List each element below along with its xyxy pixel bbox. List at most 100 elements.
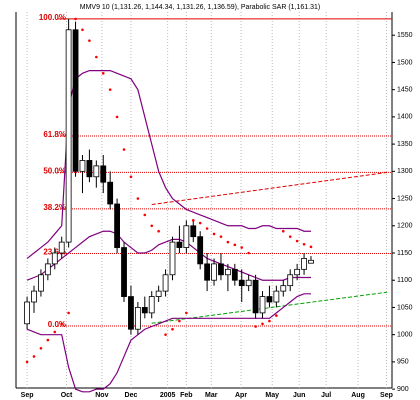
sar-dot [233,243,237,247]
sar-dot [60,322,64,326]
sar-dot [205,227,209,230]
y-tick-label: 900 [397,386,409,393]
sar-dot [88,39,91,42]
y-tick-label: 1200 [397,223,413,230]
x-tick-label: May [265,392,279,399]
candle-body [93,165,100,178]
x-tick-label: 2005 [160,392,176,399]
candle-body [224,268,231,276]
sar-dot [32,355,36,358]
candle-body [65,29,72,243]
candle-body [301,258,307,270]
sar-dot [67,311,70,315]
sar-dot [191,219,195,222]
candle-body [148,296,155,314]
y-tick-label: 1250 [397,195,413,202]
candle-body [211,263,217,281]
candle-body [155,290,162,297]
sar-dot [247,251,250,255]
y-tick-label: 1350 [397,141,413,148]
candle-body [114,203,120,248]
y-tick-label: 1100 [397,277,412,284]
candle-body [176,241,183,248]
sar-dot [25,360,29,364]
y-tick-label: 1450 [397,87,413,94]
candle-body [218,263,224,276]
sar-dot [268,319,271,323]
sar-dot [178,319,181,323]
fib-label: 100.0% [39,13,66,22]
x-tick-label: Sep [380,392,393,399]
x-tick-label: Jun [293,392,305,399]
x-tick-label: Nov [95,392,108,399]
candle-body [24,301,30,325]
y-tick-label: 1550 [397,32,413,39]
fib-label: 38.2% [43,203,66,212]
sar-dot [240,246,244,249]
candle-body [107,181,114,205]
fib-label: 61.8% [43,130,66,139]
fib-label: 0.0% [48,320,66,329]
candle-body [44,263,51,276]
sar-dot [108,88,112,91]
candle-body [204,263,211,281]
y-tick-label: 1050 [397,304,413,311]
candle-body [280,285,287,292]
sar-dot [226,240,230,244]
candle-body [128,296,134,330]
sar-dot [302,242,306,246]
sar-dot [261,322,264,326]
x-tick-label: Oct [61,392,73,399]
sar-dot [281,229,285,233]
candle-body [51,252,58,265]
sar-dot [74,17,77,21]
sar-dot [150,224,154,228]
candle-body [79,160,86,172]
candle-body [190,225,197,238]
sar-dot [101,72,105,75]
candle-body [294,268,301,276]
sar-dot [309,245,313,249]
sar-dot [164,333,167,336]
candle-body [100,165,107,183]
candle-body [259,296,266,314]
x-tick-label: Mar [205,392,218,399]
candle-body [197,236,204,265]
x-tick-label: Apr [235,392,247,399]
sar-dot [115,115,119,119]
candle-body [134,307,141,330]
sar-dot [212,232,216,236]
candle-body [231,268,238,281]
sar-dot [81,28,84,32]
sar-dot [39,346,43,350]
sar-dot [95,55,98,59]
sar-dot [185,311,188,315]
candle-body [58,241,65,254]
sar-dot [254,325,257,328]
chart-title: MMV9 10 (1,131.26, 1,144.34, 1,131.26, 1… [80,4,321,11]
candle-body [38,274,44,292]
candle-body [238,279,245,287]
sar-dot [198,221,202,225]
candle-body [86,160,93,178]
candle-body [121,247,127,297]
y-tick-label: 1500 [397,59,413,66]
sar-dot [157,229,160,233]
sar-dot [129,175,133,179]
sar-dot [53,330,57,334]
candle-body [245,279,252,287]
sar-dot [122,148,126,151]
y-tick-label: 1000 [397,332,413,339]
y-tick-label: 1400 [397,114,413,121]
candle-body [183,225,190,248]
sar-dot [171,327,174,331]
candle-body [162,274,169,292]
x-tick-label: Dec [125,392,138,399]
candle-body [308,259,314,264]
sar-dot [136,197,140,200]
candle-body [31,290,37,303]
x-tick-label: Jul [321,392,331,399]
candle-body [141,307,148,314]
candle-body [273,290,280,303]
x-tick-label: Feb [180,392,192,399]
